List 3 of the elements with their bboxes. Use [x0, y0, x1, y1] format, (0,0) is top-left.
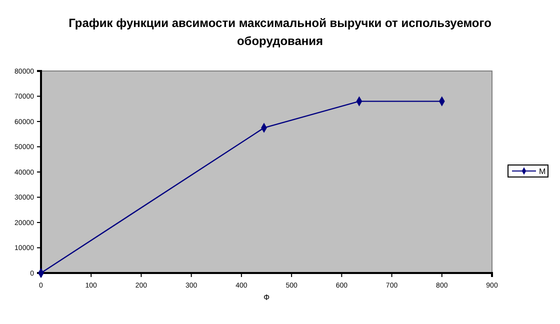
legend-label: М — [539, 167, 546, 176]
x-axis-title: Ф — [263, 293, 270, 302]
chart-title: График функции авсимости максимальной выручки от используемого оборудования — [68, 16, 492, 48]
